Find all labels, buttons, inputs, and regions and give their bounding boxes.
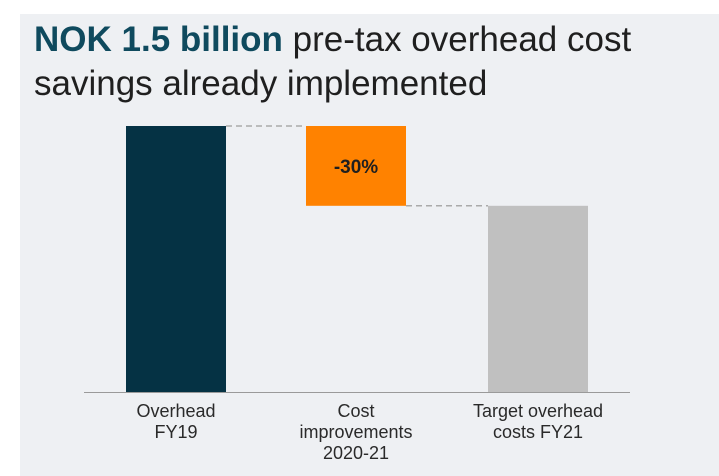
x-tick-label: Cost improvements 2020-21 [299, 401, 412, 463]
bar [488, 205, 588, 392]
bar [126, 126, 226, 392]
x-tick-label: Target overhead costs FY21 [473, 401, 603, 442]
bar [306, 126, 406, 206]
data-label: -30% [334, 157, 378, 178]
title-highlight: NOK 1.5 billion [34, 20, 283, 59]
slide-title: NOK 1.5 billion pre-tax overhead cost sa… [34, 18, 704, 106]
title-rest: pre-tax overhead cost savings already im… [34, 20, 632, 103]
x-tick-label: Overhead FY19 [136, 401, 215, 442]
